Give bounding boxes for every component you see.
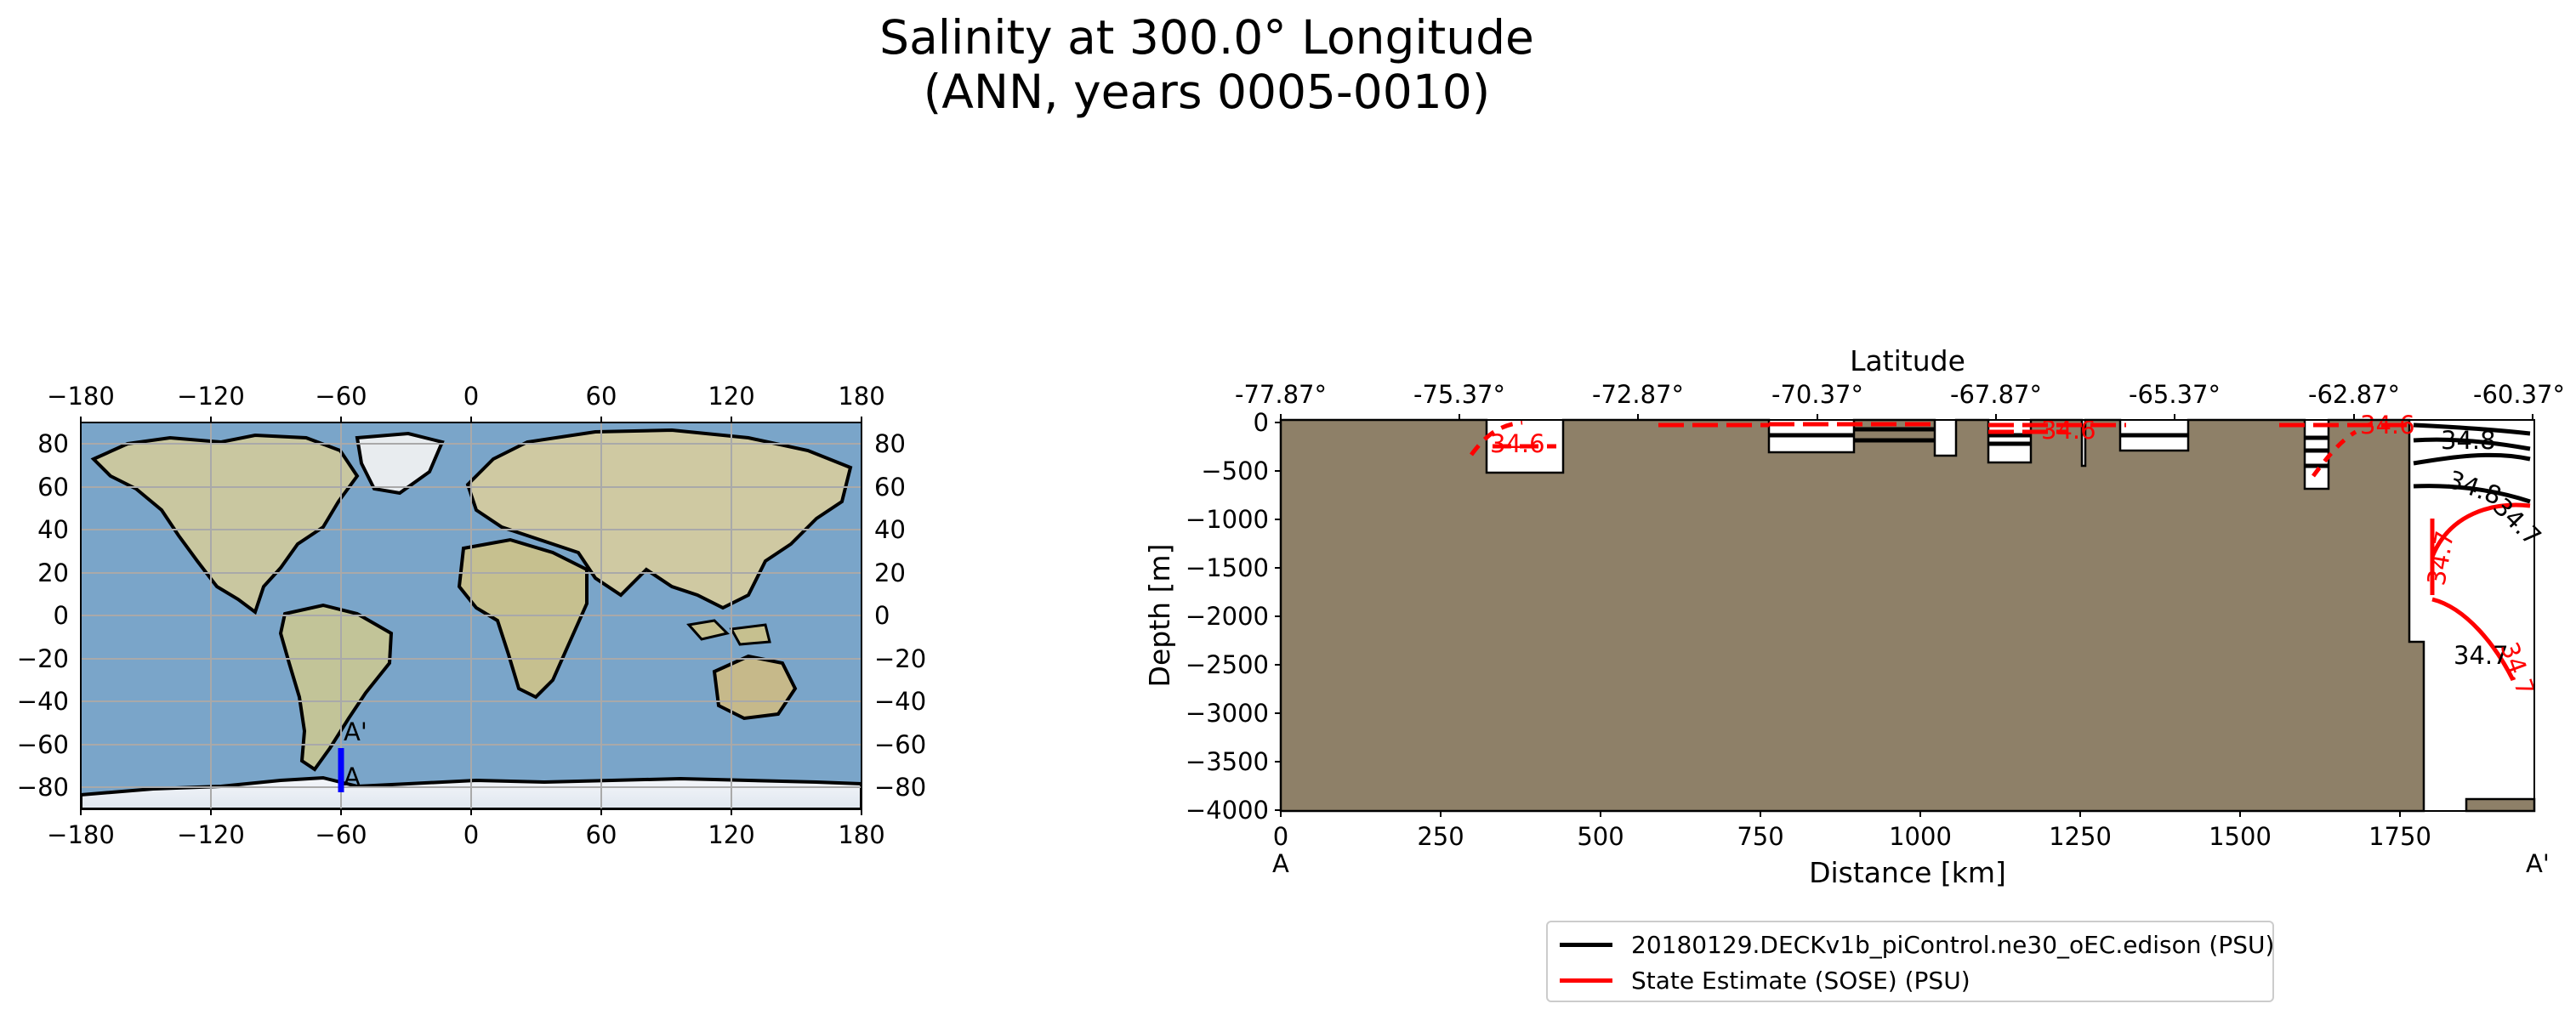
title-line-2: (ANN, years 0005-0010): [923, 65, 1491, 119]
legend-label-model: 20180129.DECKv1b_piControl.ne30_oEC.edis…: [1631, 930, 2275, 959]
map-left-tick: −80: [17, 773, 69, 802]
map-left-tick: 20: [37, 559, 69, 587]
figure-title: Salinity at 300.0° Longitude (ANN, years…: [0, 10, 2414, 119]
section-y-tick: −1000: [1186, 505, 1269, 534]
landmass-eurasia: [465, 428, 853, 610]
section-x-tick: 0: [1273, 822, 1288, 851]
y-axis-label: Depth [m]: [1143, 544, 1176, 688]
section-bottom-land: [2465, 797, 2536, 813]
map-right-tick: −20: [874, 644, 926, 673]
section-endpoint-a: A: [1272, 849, 1289, 878]
map-left-tick: 0: [54, 601, 69, 630]
map-right-tick: 60: [874, 473, 906, 502]
legend: 20180129.DECKv1b_piControl.ne30_oEC.edis…: [1546, 921, 2274, 1002]
map-gridlines: [81, 422, 862, 809]
sose-contours: [1470, 420, 2531, 682]
section-y-tick: −4000: [1186, 796, 1269, 825]
section-x-tick: 1000: [1889, 822, 1952, 851]
title-line-1: Salinity at 300.0° Longitude: [879, 10, 1534, 65]
latitude-tick: -62.87°: [2308, 380, 2400, 409]
map-bottom-tick: 60: [586, 820, 617, 849]
latitude-tick: -65.37°: [2129, 380, 2221, 409]
section-x-tick: 750: [1737, 822, 1783, 851]
section-y-tick: −2000: [1186, 602, 1269, 631]
contour-label-model: 34.8: [2441, 426, 2496, 455]
section-x-tick: 1250: [2049, 822, 2112, 851]
map-top-tick: −60: [315, 382, 367, 411]
map-bottom-tick: −180: [47, 820, 115, 849]
world-map: [81, 422, 862, 809]
map-top-tick: −120: [177, 382, 245, 411]
contour-label-sose: 34.6: [1490, 429, 1545, 458]
section-endpoint-a-prime: A': [2526, 849, 2550, 878]
map-top-tick: 180: [838, 382, 884, 411]
section-land-mask: [1279, 418, 2425, 813]
map-left-tick: −60: [17, 730, 69, 759]
map-right-tick: 80: [874, 429, 906, 458]
legend-label-sose: State Estimate (SOSE) (PSU): [1631, 966, 1970, 995]
map-left-tick: −40: [17, 687, 69, 716]
map-right-tick: −80: [874, 773, 926, 802]
map-left-tick: 40: [37, 515, 69, 544]
landmass-greenland: [355, 431, 445, 496]
section-y-tick: −1500: [1186, 553, 1269, 582]
map-right-tick: −60: [874, 730, 926, 759]
map-endpoint-a: A: [344, 763, 361, 791]
contour-label-model: 34.7: [2454, 641, 2509, 670]
map-right-tick: 20: [874, 559, 906, 587]
legend-entry-sose: State Estimate (SOSE) (PSU): [1560, 963, 1970, 997]
legend-swatch-model: [1560, 942, 1612, 947]
latitude-tick: -70.37°: [1771, 380, 1863, 409]
map-bottom-tick: −120: [177, 820, 245, 849]
landmass-south-america: [278, 603, 394, 772]
map-left-tick: 80: [37, 429, 69, 458]
section-x-tick: 1750: [2368, 822, 2431, 851]
landmass-africa: [457, 537, 589, 700]
section-x-tick: 250: [1417, 822, 1464, 851]
legend-swatch-sose: [1560, 978, 1612, 983]
contour-label-sose: 34.6: [2360, 411, 2415, 439]
latitude-tick: -72.87°: [1592, 380, 1684, 409]
section-y-tick: 0: [1254, 408, 1269, 437]
map-left-tick: 60: [37, 473, 69, 502]
landmass-north-america: [90, 433, 360, 615]
map-right-tick: −40: [874, 687, 926, 716]
map-right-tick: 0: [874, 601, 890, 630]
landmass-australia: [712, 654, 798, 721]
map-bottom-tick: 0: [463, 820, 479, 849]
section-y-tick: −2500: [1186, 650, 1269, 679]
latitude-axis-label: Latitude: [1850, 344, 1965, 377]
section-x-tick: 500: [1577, 822, 1624, 851]
latitude-tick: -77.87°: [1235, 380, 1327, 409]
section-y-tick: −500: [1201, 456, 1269, 485]
section-y-tick: −3000: [1186, 699, 1269, 728]
map-left-tick: −20: [17, 644, 69, 673]
map-top-tick: 0: [463, 382, 479, 411]
model-contours: [1769, 422, 2531, 504]
map-bottom-tick: 180: [838, 820, 884, 849]
x-axis-label: Distance [km]: [1809, 856, 2006, 889]
map-top-tick: −180: [47, 382, 115, 411]
map-bottom-tick: 120: [708, 820, 754, 849]
map-endpoint-a-prime: A': [344, 717, 367, 746]
latitude-tick: -67.87°: [1950, 380, 2042, 409]
map-top-tick: 120: [708, 382, 754, 411]
landmass-indonesia: [686, 619, 771, 646]
legend-entry-model: 20180129.DECKv1b_piControl.ne30_oEC.edis…: [1560, 927, 2274, 961]
map-tick-marks: [80, 417, 862, 815]
map-top-tick: 60: [586, 382, 617, 411]
latitude-tick: -75.37°: [1413, 380, 1505, 409]
latitude-tick: -60.37°: [2473, 380, 2565, 409]
section-x-tick: 1500: [2209, 822, 2272, 851]
section-plot: 34.7 34.8 34.7 34.8 34.7 34.7 34.6 34.6 …: [1279, 411, 2547, 813]
section-tick-marks: [1275, 414, 2533, 817]
map-right-tick: 40: [874, 515, 906, 544]
section-y-tick: −3500: [1186, 747, 1269, 776]
map-bottom-tick: −60: [315, 820, 367, 849]
